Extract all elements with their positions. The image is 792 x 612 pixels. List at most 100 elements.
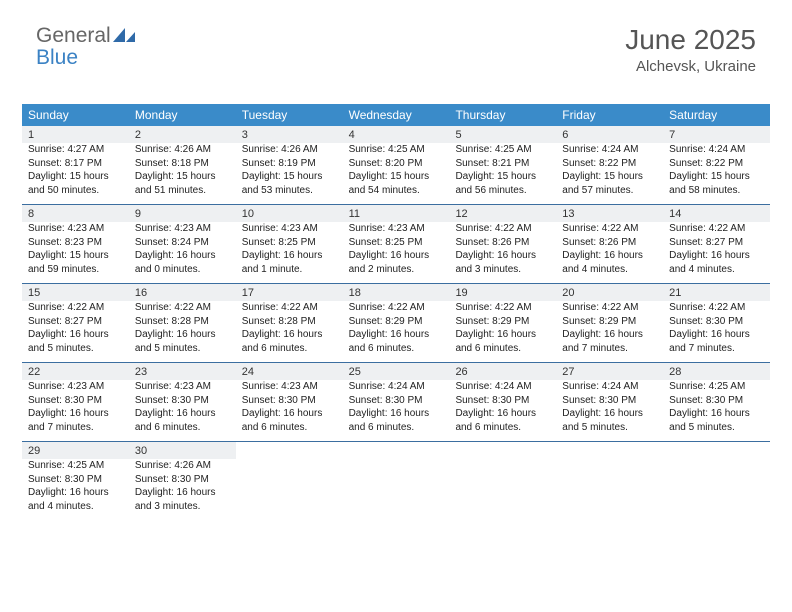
sunset-text: Sunset: 8:28 PM <box>242 315 337 329</box>
day-number: 7 <box>663 126 770 143</box>
location-text: Alchevsk, Ukraine <box>625 58 756 75</box>
sunrise-text: Sunrise: 4:25 AM <box>349 143 444 157</box>
sunrise-text: Sunrise: 4:22 AM <box>669 222 764 236</box>
sunrise-text: Sunrise: 4:24 AM <box>562 380 657 394</box>
day-number: 1 <box>22 126 129 143</box>
day-details: Sunrise: 4:23 AMSunset: 8:25 PMDaylight:… <box>343 222 450 280</box>
day-details: Sunrise: 4:22 AMSunset: 8:28 PMDaylight:… <box>236 301 343 359</box>
sunrise-text: Sunrise: 4:22 AM <box>562 301 657 315</box>
sunset-text: Sunset: 8:17 PM <box>28 157 123 171</box>
daylight-text: Daylight: 16 hours and 5 minutes. <box>28 328 123 355</box>
sunset-text: Sunset: 8:25 PM <box>349 236 444 250</box>
daylight-text: Daylight: 16 hours and 5 minutes. <box>135 328 230 355</box>
day-number: 22 <box>22 363 129 380</box>
day-cell <box>343 442 450 520</box>
day-cell: 26Sunrise: 4:24 AMSunset: 8:30 PMDayligh… <box>449 363 556 441</box>
day-header: Saturday <box>663 104 770 126</box>
sunrise-text: Sunrise: 4:27 AM <box>28 143 123 157</box>
day-number: 3 <box>236 126 343 143</box>
day-details: Sunrise: 4:26 AMSunset: 8:19 PMDaylight:… <box>236 143 343 201</box>
day-details: Sunrise: 4:25 AMSunset: 8:20 PMDaylight:… <box>343 143 450 201</box>
day-cell: 29Sunrise: 4:25 AMSunset: 8:30 PMDayligh… <box>22 442 129 520</box>
calendar-week: 8Sunrise: 4:23 AMSunset: 8:23 PMDaylight… <box>22 205 770 284</box>
logo-text-blue: Blue <box>36 46 78 70</box>
sunrise-text: Sunrise: 4:23 AM <box>242 380 337 394</box>
day-number: 16 <box>129 284 236 301</box>
day-header: Friday <box>556 104 663 126</box>
day-cell: 11Sunrise: 4:23 AMSunset: 8:25 PMDayligh… <box>343 205 450 283</box>
day-cell: 15Sunrise: 4:22 AMSunset: 8:27 PMDayligh… <box>22 284 129 362</box>
sunset-text: Sunset: 8:22 PM <box>669 157 764 171</box>
day-details: Sunrise: 4:23 AMSunset: 8:30 PMDaylight:… <box>236 380 343 438</box>
day-cell: 22Sunrise: 4:23 AMSunset: 8:30 PMDayligh… <box>22 363 129 441</box>
sunset-text: Sunset: 8:24 PM <box>135 236 230 250</box>
sunset-text: Sunset: 8:30 PM <box>669 394 764 408</box>
day-number: 4 <box>343 126 450 143</box>
title-block: June 2025 Alchevsk, Ukraine <box>625 24 756 75</box>
day-header: Tuesday <box>236 104 343 126</box>
day-cell: 7Sunrise: 4:24 AMSunset: 8:22 PMDaylight… <box>663 126 770 204</box>
daylight-text: Daylight: 16 hours and 5 minutes. <box>669 407 764 434</box>
sunset-text: Sunset: 8:27 PM <box>669 236 764 250</box>
day-cell: 21Sunrise: 4:22 AMSunset: 8:30 PMDayligh… <box>663 284 770 362</box>
day-number: 24 <box>236 363 343 380</box>
sunset-text: Sunset: 8:27 PM <box>28 315 123 329</box>
day-number: 27 <box>556 363 663 380</box>
daylight-text: Daylight: 16 hours and 6 minutes. <box>349 407 444 434</box>
day-details: Sunrise: 4:24 AMSunset: 8:22 PMDaylight:… <box>663 143 770 201</box>
day-details: Sunrise: 4:26 AMSunset: 8:30 PMDaylight:… <box>129 459 236 517</box>
day-number: 25 <box>343 363 450 380</box>
day-cell: 8Sunrise: 4:23 AMSunset: 8:23 PMDaylight… <box>22 205 129 283</box>
day-number: 2 <box>129 126 236 143</box>
day-details: Sunrise: 4:22 AMSunset: 8:29 PMDaylight:… <box>449 301 556 359</box>
sunset-text: Sunset: 8:25 PM <box>242 236 337 250</box>
daylight-text: Daylight: 16 hours and 1 minute. <box>242 249 337 276</box>
day-cell: 10Sunrise: 4:23 AMSunset: 8:25 PMDayligh… <box>236 205 343 283</box>
sunset-text: Sunset: 8:23 PM <box>28 236 123 250</box>
day-cell: 3Sunrise: 4:26 AMSunset: 8:19 PMDaylight… <box>236 126 343 204</box>
sunset-text: Sunset: 8:22 PM <box>562 157 657 171</box>
sunrise-text: Sunrise: 4:23 AM <box>242 222 337 236</box>
sunrise-text: Sunrise: 4:24 AM <box>455 380 550 394</box>
day-number: 6 <box>556 126 663 143</box>
daylight-text: Daylight: 15 hours and 51 minutes. <box>135 170 230 197</box>
day-details: Sunrise: 4:25 AMSunset: 8:30 PMDaylight:… <box>22 459 129 517</box>
day-number: 28 <box>663 363 770 380</box>
logo: General <box>36 24 135 48</box>
daylight-text: Daylight: 16 hours and 2 minutes. <box>349 249 444 276</box>
day-number: 20 <box>556 284 663 301</box>
day-cell: 30Sunrise: 4:26 AMSunset: 8:30 PMDayligh… <box>129 442 236 520</box>
sunrise-text: Sunrise: 4:22 AM <box>669 301 764 315</box>
day-details: Sunrise: 4:23 AMSunset: 8:25 PMDaylight:… <box>236 222 343 280</box>
day-number: 10 <box>236 205 343 222</box>
day-cell: 24Sunrise: 4:23 AMSunset: 8:30 PMDayligh… <box>236 363 343 441</box>
logo-text-general: General <box>36 24 111 48</box>
sunset-text: Sunset: 8:30 PM <box>135 394 230 408</box>
sunrise-text: Sunrise: 4:22 AM <box>28 301 123 315</box>
day-number: 12 <box>449 205 556 222</box>
sunrise-text: Sunrise: 4:22 AM <box>242 301 337 315</box>
sunset-text: Sunset: 8:30 PM <box>242 394 337 408</box>
day-number: 23 <box>129 363 236 380</box>
day-number: 30 <box>129 442 236 459</box>
day-cell: 9Sunrise: 4:23 AMSunset: 8:24 PMDaylight… <box>129 205 236 283</box>
day-header: Monday <box>129 104 236 126</box>
daylight-text: Daylight: 15 hours and 56 minutes. <box>455 170 550 197</box>
day-number: 5 <box>449 126 556 143</box>
day-number: 9 <box>129 205 236 222</box>
sunset-text: Sunset: 8:30 PM <box>455 394 550 408</box>
day-details: Sunrise: 4:24 AMSunset: 8:30 PMDaylight:… <box>343 380 450 438</box>
sunrise-text: Sunrise: 4:24 AM <box>669 143 764 157</box>
sunset-text: Sunset: 8:30 PM <box>562 394 657 408</box>
logo-sail-icon <box>113 24 135 38</box>
calendar-header-row: SundayMondayTuesdayWednesdayThursdayFrid… <box>22 104 770 126</box>
sunset-text: Sunset: 8:30 PM <box>669 315 764 329</box>
sunset-text: Sunset: 8:30 PM <box>28 473 123 487</box>
day-number: 21 <box>663 284 770 301</box>
day-cell: 19Sunrise: 4:22 AMSunset: 8:29 PMDayligh… <box>449 284 556 362</box>
day-cell: 23Sunrise: 4:23 AMSunset: 8:30 PMDayligh… <box>129 363 236 441</box>
day-details: Sunrise: 4:22 AMSunset: 8:30 PMDaylight:… <box>663 301 770 359</box>
daylight-text: Daylight: 16 hours and 3 minutes. <box>135 486 230 513</box>
day-details: Sunrise: 4:22 AMSunset: 8:27 PMDaylight:… <box>22 301 129 359</box>
sunrise-text: Sunrise: 4:25 AM <box>28 459 123 473</box>
